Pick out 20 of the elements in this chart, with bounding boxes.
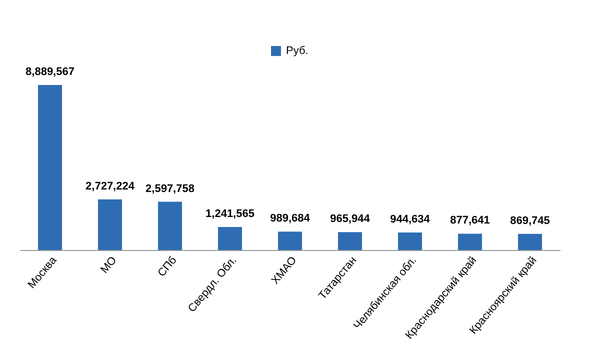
- bar: [338, 232, 362, 250]
- bar: [218, 226, 242, 250]
- data-label: 8,889,567: [26, 66, 74, 78]
- data-label: 965,944: [330, 213, 371, 226]
- bar: [518, 234, 542, 250]
- bar: [278, 232, 302, 250]
- bar: [38, 85, 62, 250]
- data-label: 2,727,224: [86, 180, 136, 192]
- legend-label: Руб.: [286, 45, 308, 57]
- data-label: 869,745: [510, 214, 550, 227]
- data-label: 877,641: [450, 214, 490, 227]
- data-label: 2,597,758: [146, 182, 194, 195]
- data-label: 944,634: [390, 213, 431, 226]
- bar: [458, 234, 482, 250]
- data-label: 989,684: [270, 212, 311, 225]
- bar: [98, 199, 122, 250]
- bar: [398, 232, 422, 250]
- x-tick-label: МО: [98, 254, 120, 276]
- bar: [158, 202, 182, 250]
- data-label: 1,241,565: [206, 208, 254, 220]
